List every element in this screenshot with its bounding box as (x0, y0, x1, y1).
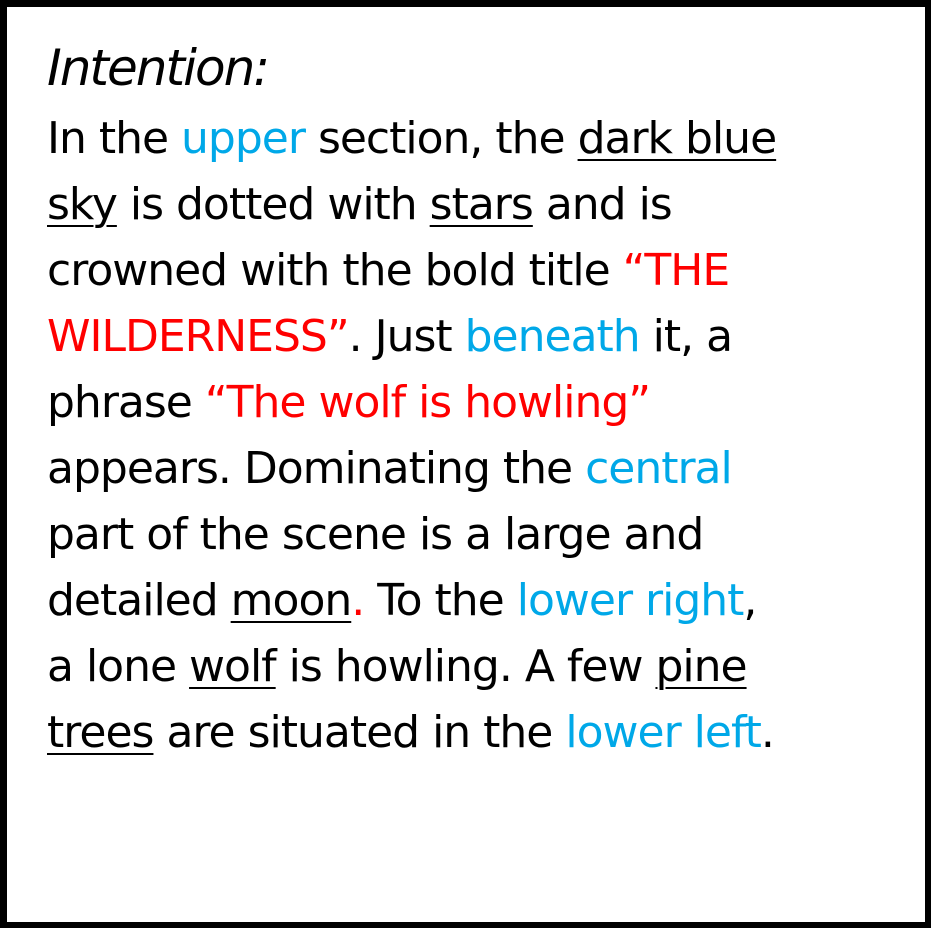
intention-paragraph: In the upper section, the dark blue sky i… (47, 106, 907, 766)
text-run: crowned with the bold title (47, 245, 623, 296)
text-run: a lone (47, 641, 190, 692)
intention-heading: Intention: (47, 39, 270, 97)
text-run: phrase (47, 377, 205, 428)
quoted-text: . (351, 575, 365, 626)
quoted-text: “THE (622, 245, 731, 296)
direction-word: lower left (565, 707, 762, 758)
paragraph-line: appears. Dominating the central (47, 436, 907, 502)
direction-word: lower right (516, 575, 745, 626)
underlined-keyword: wolf (189, 641, 277, 692)
paragraph-line: part of the scene is a large and (47, 502, 907, 568)
underlined-keyword: pine (655, 641, 747, 692)
underlined-keyword: stars (429, 179, 534, 230)
text-run: and is (532, 179, 673, 230)
text-run: is dotted with (116, 179, 430, 230)
paragraph-line: sky is dotted with stars and is (47, 172, 907, 238)
text-run: section, the (304, 113, 578, 164)
text-run: are situated in the (153, 707, 566, 758)
text-run: . (760, 707, 775, 758)
underlined-keyword: dark blue (577, 113, 778, 164)
quoted-text: “The wolf is howling” (204, 377, 651, 428)
text-run: it, a (639, 311, 733, 362)
paragraph-line: phrase “The wolf is howling” (47, 370, 907, 436)
text-run: part of the scene is a large and (47, 509, 704, 560)
text-run: In the (47, 113, 182, 164)
text-run: , (743, 575, 757, 626)
paragraph-line: WILDERNESS”. Just beneath it, a (47, 304, 907, 370)
paragraph-line: trees are situated in the lower left. (47, 700, 907, 766)
text-run: detailed (47, 575, 231, 626)
underlined-keyword: trees (47, 707, 154, 758)
underlined-keyword: moon (230, 575, 353, 626)
underlined-keyword: sky (47, 179, 118, 230)
direction-word: beneath (464, 311, 641, 362)
text-run: . Just (348, 311, 465, 362)
paragraph-line: detailed moon. To the lower right, (47, 568, 907, 634)
direction-word: upper (181, 113, 306, 164)
direction-word: central (585, 443, 733, 494)
text-run: is howling. A few (275, 641, 656, 692)
quoted-text: WILDERNESS” (47, 311, 350, 362)
paragraph-line: a lone wolf is howling. A few pine (47, 634, 907, 700)
paragraph-line: crowned with the bold title “THE (47, 238, 907, 304)
text-run: appears. Dominating the (47, 443, 586, 494)
text-run: To the (364, 575, 517, 626)
paragraph-line: In the upper section, the dark blue (47, 106, 907, 172)
